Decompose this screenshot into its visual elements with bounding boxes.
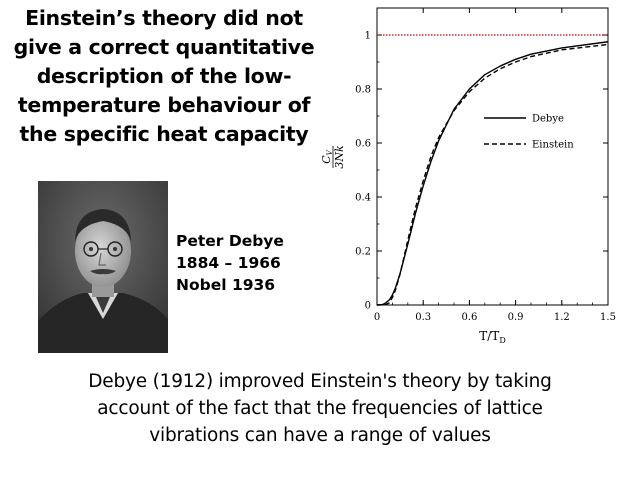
x-tick-label: 1.2 — [554, 312, 570, 323]
heading-line: give a correct quantitative — [13, 35, 315, 59]
heading-line: temperature behaviour of — [17, 93, 311, 117]
x-axis-label: T/TD — [479, 329, 505, 345]
bio-award: Nobel 1936 — [176, 276, 276, 294]
y-axis-label-numerator: CV — [320, 149, 334, 163]
chart-labels: 0 0.3 0.6 0.9 1.2 1.5 0 0.2 0.4 0.6 0.8 1 Debye Einst… — [320, 31, 616, 346]
chart-axes — [376, 7, 609, 306]
x-tick-label: 0 — [374, 312, 380, 323]
y-tick-label: 1 — [365, 31, 371, 42]
y-axis-label-denominator: 3Nk — [333, 145, 346, 169]
legend-label-debye: Debye — [532, 114, 564, 125]
x-tick-label: 1.5 — [600, 312, 616, 323]
footer-line: vibrations can have a range of values — [149, 425, 491, 446]
x-tick-label: 0.3 — [415, 312, 431, 323]
y-tick-label: 0 — [365, 301, 371, 312]
y-tick-label: 0.8 — [355, 85, 371, 96]
y-axis-label: CV 3Nk — [320, 145, 346, 169]
portrait-photo — [38, 181, 168, 353]
y-tick-label: 0.2 — [355, 247, 371, 258]
heading-line: the specific heat capacity — [19, 122, 309, 146]
heading-line: description of the low- — [36, 64, 292, 88]
series-einstein-line — [376, 43, 609, 306]
chart-series — [376, 34, 609, 306]
heading: Einstein’s theory did not give a correct… — [4, 4, 324, 149]
plot-frame — [376, 7, 609, 306]
x-tick-label: 0.9 — [508, 312, 524, 323]
y-tick-label: 0.6 — [355, 139, 371, 150]
footer-line: account of the fact that the frequencies… — [97, 398, 543, 419]
y-tick-label: 0.4 — [355, 193, 371, 204]
heat-capacity-chart: 0 0.3 0.6 0.9 1.2 1.5 0 0.2 0.4 0.6 0.8 1 Debye Einst… — [320, 7, 616, 346]
heading-line: Einstein’s theory did not — [25, 6, 303, 30]
footer-line: Debye (1912) improved Einstein's theory … — [88, 371, 552, 392]
bio-years: 1884 – 1966 — [176, 254, 281, 272]
series-debye-line — [376, 41, 609, 306]
x-tick-label: 0.6 — [461, 312, 477, 323]
bio-name: Peter Debye — [176, 232, 284, 250]
bio: Peter Debye 1884 – 1966 Nobel 1936 — [176, 230, 284, 296]
footer-caption: Debye (1912) improved Einstein's theory … — [0, 368, 640, 449]
legend-label-einstein: Einstein — [532, 140, 574, 151]
